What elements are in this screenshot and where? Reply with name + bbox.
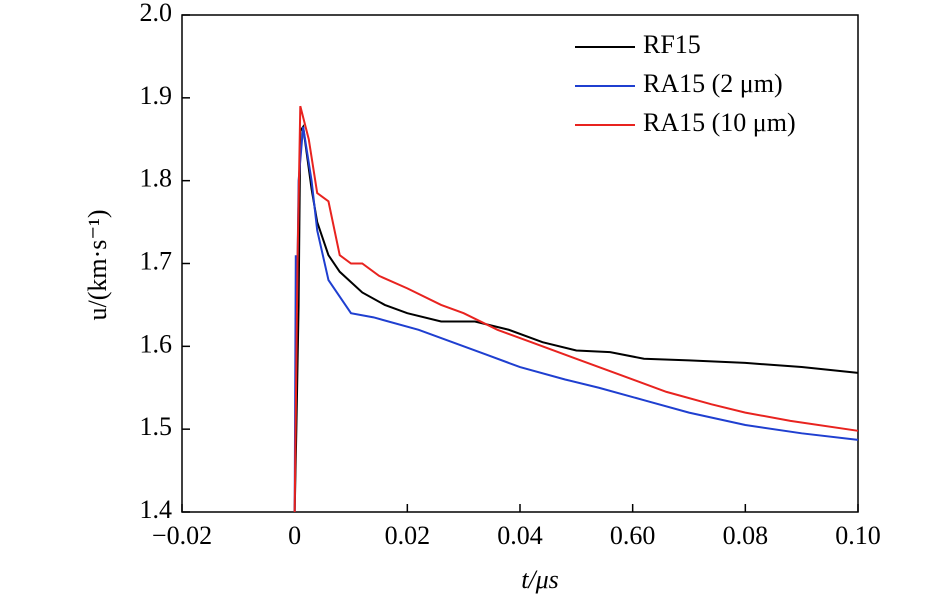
y-tick-label: 1.8: [140, 164, 173, 193]
x-axis-label: t/μs: [521, 565, 559, 594]
legend-label: RA15 (10 μm): [643, 108, 796, 137]
y-tick-label: 1.4: [140, 495, 173, 524]
y-tick-label: 1.7: [140, 246, 173, 275]
x-tick-label: 0.08: [723, 521, 769, 550]
x-tick-label: 0.60: [610, 521, 656, 550]
legend-label: RF15: [643, 30, 701, 59]
y-tick-label: 1.6: [140, 329, 173, 358]
y-tick-label: 1.5: [140, 412, 173, 441]
series-line: [293, 105, 859, 513]
x-tick-label: 0: [288, 521, 301, 550]
y-tick-label: 1.9: [140, 81, 173, 110]
legend-label: RA15 (2 μm): [643, 69, 783, 98]
x-tick-label: −0.02: [152, 521, 212, 550]
series-line: [293, 126, 859, 513]
x-tick-label: 0.02: [385, 521, 431, 550]
y-tick-label: 2.0: [140, 0, 173, 27]
y-axis-label: u/(km·s⁻¹): [83, 209, 112, 320]
x-tick-label: 0.04: [497, 521, 543, 550]
x-tick-label: 0.10: [835, 521, 881, 550]
